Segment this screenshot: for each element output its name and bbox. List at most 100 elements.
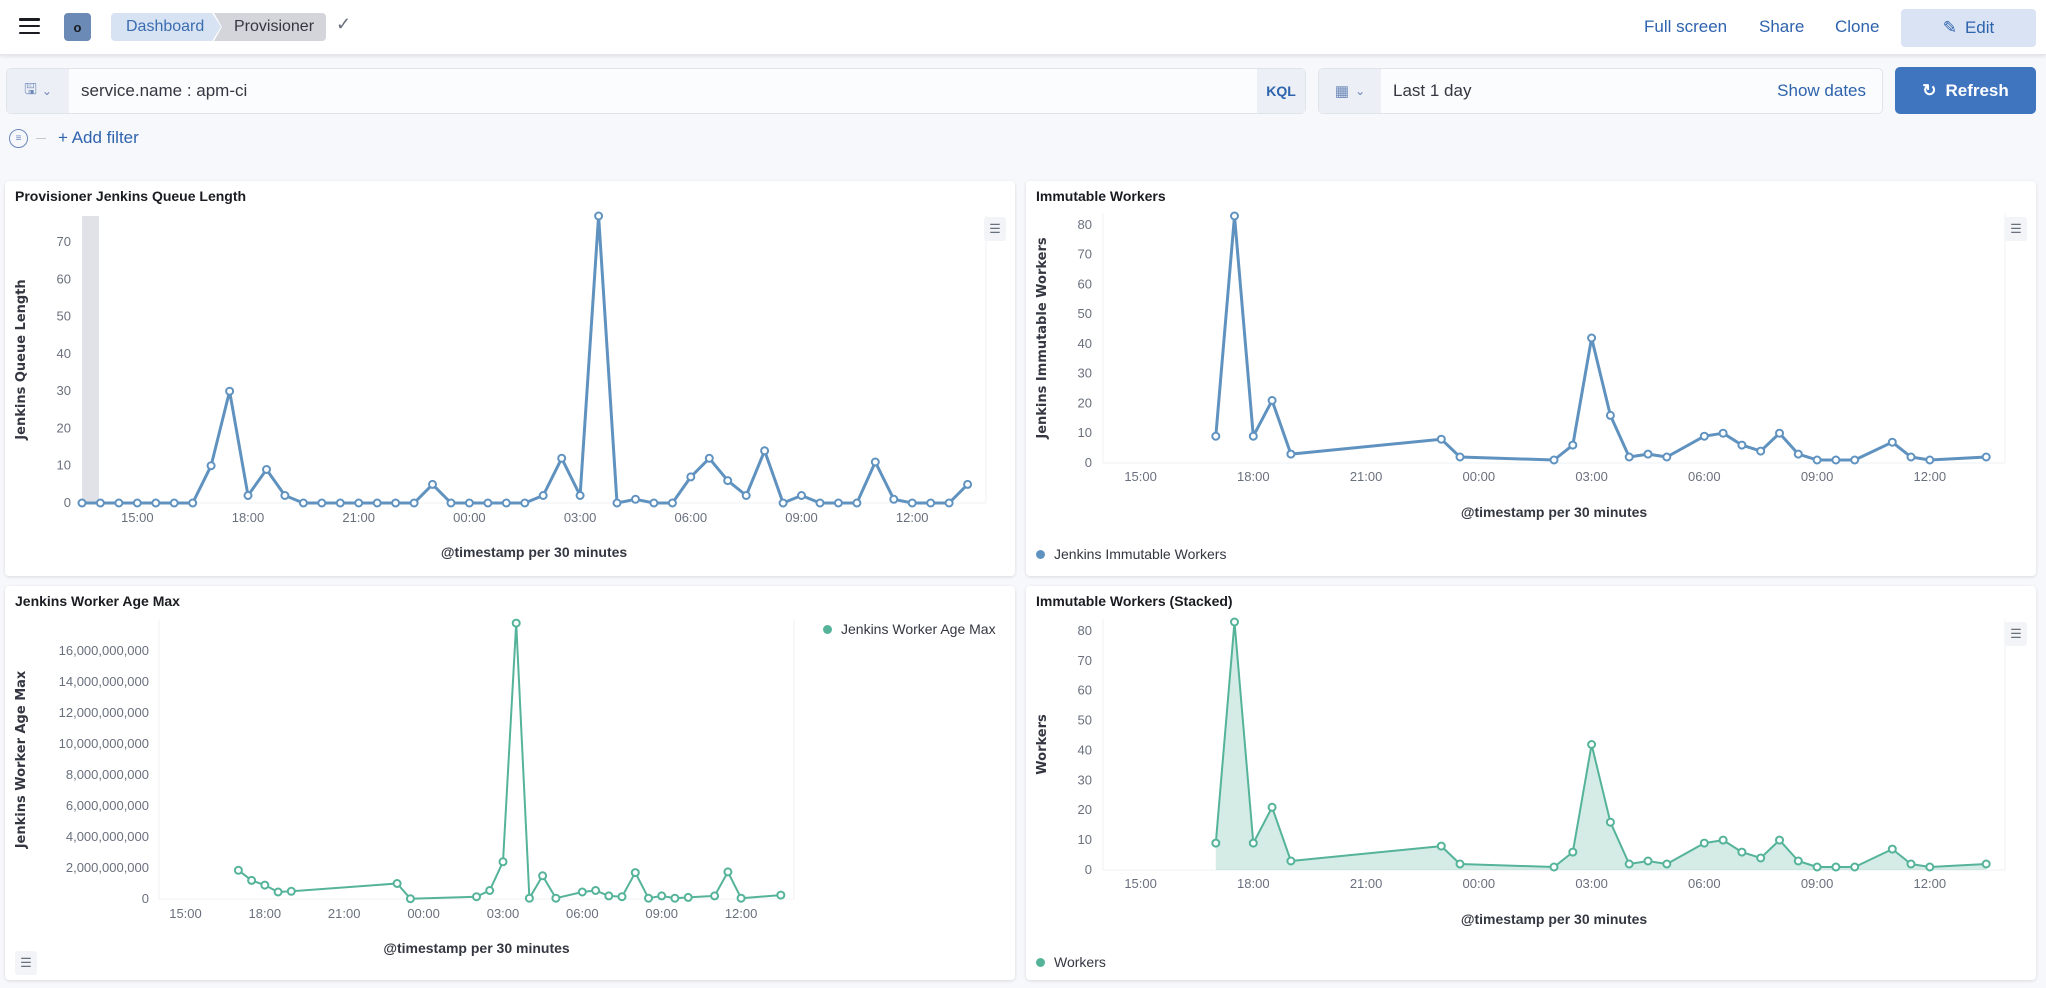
y-tick-label: 50 [57, 309, 71, 324]
y-tick-label: 70 [1078, 653, 1092, 668]
save-icon: 🖫 [24, 80, 37, 98]
x-tick-label: 00:00 [407, 906, 440, 921]
data-point [736, 893, 746, 903]
y-tick-label: 50 [1078, 713, 1092, 728]
chevron-down-icon: ⌄ [41, 84, 52, 98]
y-tick-label: 0 [1085, 862, 1092, 877]
saved-query-button[interactable]: 🖫 ⌄ [7, 69, 69, 113]
data-point [797, 491, 806, 500]
data-point [1775, 428, 1784, 438]
full-screen-link[interactable]: Full screen [1644, 17, 1728, 36]
filter-menu-icon[interactable]: ≡ [9, 128, 28, 148]
data-point [1699, 431, 1709, 441]
data-point [1718, 428, 1728, 438]
time-range[interactable]: Last 1 day [1393, 81, 1472, 100]
y-tick-label: 10 [1078, 425, 1092, 440]
panel-title: Jenkins Worker Age Max [15, 593, 180, 609]
x-axis-title: @timestamp per 30 minutes [1461, 504, 1648, 520]
legend-label: Workers [1054, 954, 1106, 970]
legend-item[interactable]: Jenkins Immutable Workers [1036, 546, 1226, 562]
data-point [1436, 434, 1446, 444]
legend-toggle-icon[interactable]: ☰ [2005, 217, 2027, 241]
data-point [1624, 452, 1634, 462]
data-point [225, 386, 235, 396]
query-input[interactable]: service.name : apm-ci [81, 81, 248, 100]
data-point [501, 498, 511, 508]
space-avatar[interactable]: o [64, 13, 91, 41]
add-filter-button[interactable]: + Add filter [58, 128, 139, 147]
data-point [1248, 838, 1258, 848]
data-point [1906, 452, 1916, 462]
data-point [612, 498, 622, 508]
panel-worker-age-max: Jenkins Worker Age Max Jenkins Worker Ag… [5, 586, 1015, 980]
data-point [594, 211, 604, 221]
data-point [889, 494, 899, 504]
data-point [1662, 859, 1672, 869]
data-point [1850, 455, 1860, 465]
legend-toggle-icon[interactable]: ☰ [2005, 622, 2027, 646]
data-point [95, 498, 105, 508]
y-axis-title: Jenkins Queue Length [14, 279, 29, 440]
data-point [670, 893, 680, 903]
data-point [1718, 835, 1728, 845]
legend-toggle-icon[interactable]: ☰ [15, 951, 37, 975]
refresh-button[interactable]: ↻ Refresh [1895, 67, 2036, 114]
data-point [551, 893, 561, 903]
y-tick-label: 70 [57, 234, 71, 249]
x-tick-label: 15:00 [1124, 876, 1157, 891]
clone-link[interactable]: Clone [1835, 17, 1880, 36]
data-point [591, 886, 601, 895]
y-tick-label: 20 [57, 421, 71, 436]
y-tick-label: 0 [64, 495, 71, 510]
x-tick-label: 06:00 [1688, 876, 1721, 891]
data-point [1699, 838, 1709, 848]
data-point [1568, 847, 1578, 857]
breadcrumb-dashboard[interactable]: Dashboard [111, 13, 221, 41]
kql-toggle[interactable]: KQL [1257, 69, 1305, 113]
data-point [260, 880, 270, 890]
data-point [683, 892, 693, 902]
share-link[interactable]: Share [1759, 17, 1805, 36]
data-point [667, 498, 677, 508]
panel-title: Provisioner Jenkins Queue Length [15, 188, 247, 204]
data-point [815, 498, 825, 508]
data-point [464, 498, 474, 508]
data-point [1850, 862, 1860, 872]
data-point [1981, 859, 1991, 869]
legend-dot-icon [1036, 549, 1045, 559]
data-point [498, 857, 508, 867]
data-point [852, 498, 862, 508]
y-tick-label: 30 [1078, 772, 1092, 787]
data-point [1906, 859, 1916, 869]
data-point [1812, 455, 1822, 465]
legend-toggle-icon[interactable]: ☰ [984, 217, 1006, 241]
x-tick-label: 15:00 [121, 510, 154, 525]
data-point [704, 453, 714, 463]
show-dates-link[interactable]: Show dates [1777, 81, 1866, 100]
data-point [372, 498, 382, 508]
y-tick-label: 40 [1078, 336, 1092, 351]
y-tick-label: 40 [1078, 743, 1092, 758]
data-point [243, 491, 253, 500]
edit-button[interactable]: ✎ Edit [1901, 9, 2036, 47]
data-point [472, 892, 481, 902]
data-point [169, 498, 179, 508]
data-point [1248, 431, 1258, 441]
data-point [1812, 862, 1822, 872]
y-axis-title: Workers [1035, 714, 1050, 775]
legend-item[interactable]: Jenkins Worker Age Max [823, 621, 996, 637]
legend-item[interactable]: Workers [1036, 954, 1106, 970]
data-point [776, 890, 786, 900]
data-point [1211, 838, 1221, 848]
x-tick-label: 09:00 [1801, 876, 1834, 891]
data-point [1549, 455, 1559, 465]
data-point [577, 887, 587, 897]
refresh-icon: ↻ [1922, 80, 1937, 100]
x-tick-label: 00:00 [1463, 469, 1496, 484]
data-point [963, 479, 973, 489]
menu-icon[interactable] [19, 18, 40, 34]
quick-select-button[interactable]: ▦ ⌄ [1319, 69, 1381, 113]
x-tick-label: 12:00 [896, 510, 929, 525]
data-point [188, 498, 198, 508]
y-tick-label: 80 [1078, 623, 1092, 638]
